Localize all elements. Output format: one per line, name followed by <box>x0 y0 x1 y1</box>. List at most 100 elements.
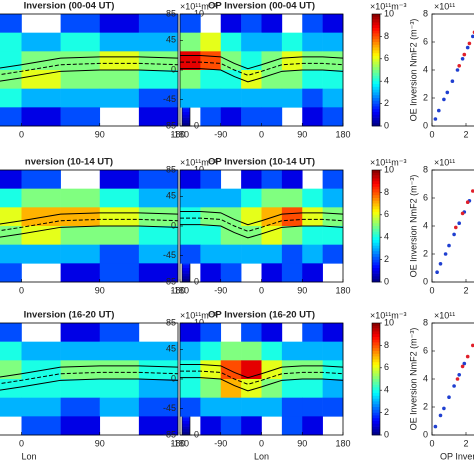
colorbar-step <box>372 423 380 427</box>
y-tick-label: -85 <box>163 429 176 439</box>
x-tick-label: 180 <box>170 129 185 139</box>
x-tick-label: 0 <box>429 438 434 448</box>
colorbar-tick-label: 10 <box>384 8 394 18</box>
heat-cell <box>200 51 222 71</box>
colorbar-step <box>372 223 380 227</box>
heat-cell <box>261 107 283 127</box>
colorbar-step <box>372 248 380 252</box>
heat-cell <box>60 360 101 380</box>
colorbar-step <box>372 395 380 399</box>
heat-cell <box>180 70 201 89</box>
colorbar-tick-label: 8 <box>384 187 389 197</box>
y-axis-label: OE Inversion NmF2 (m⁻³) <box>408 328 418 431</box>
colorbar-step <box>372 186 380 190</box>
colorbar-step <box>372 16 380 20</box>
colorbar-step <box>372 367 380 371</box>
heat-cell <box>302 88 323 108</box>
y-tick-label: -45 <box>163 250 176 260</box>
boundary-line <box>0 365 179 378</box>
y-tick-label: 85 <box>166 8 176 18</box>
colorbar-step <box>182 418 190 422</box>
colorbar-step <box>372 393 380 397</box>
colorbar-step <box>372 98 380 102</box>
colorbar-tick-label: 10 <box>194 164 204 174</box>
heat-cell <box>220 360 242 380</box>
boundary-line <box>0 225 179 238</box>
heat-cell <box>322 51 344 71</box>
heat-cell <box>302 14 323 33</box>
heat-cell <box>241 397 262 417</box>
heat-cell <box>0 244 22 264</box>
colorbar-step <box>372 170 380 174</box>
colorbar-step <box>182 262 190 266</box>
colorbar-step <box>182 112 190 116</box>
colorbar-step <box>372 268 380 272</box>
panel-title: Inversion (00-04 UT) <box>24 1 115 12</box>
heat-cell <box>180 88 201 108</box>
heat-cell <box>180 32 201 52</box>
heat-cell <box>220 341 242 361</box>
colorbar-step <box>372 209 380 213</box>
x-tick-label: -180 <box>171 129 189 139</box>
panel-title: Inversion (16-20 UT) <box>24 310 115 321</box>
heat-cell <box>322 379 344 398</box>
scatter-point <box>460 211 465 216</box>
heat-cell <box>241 51 262 71</box>
boundary-line <box>180 377 344 392</box>
heat-cell <box>180 341 201 361</box>
heat-cell <box>281 397 303 417</box>
heat-cell <box>220 416 242 436</box>
colorbar-step <box>372 28 380 32</box>
y-tick-label: 0 <box>171 373 176 383</box>
x-tick-label: 0 <box>19 129 24 139</box>
y-tick-label: -85 <box>163 120 176 130</box>
y-tick-label: 6 <box>423 36 428 46</box>
scatter-point <box>442 97 446 102</box>
colorbar-step <box>182 120 190 124</box>
heat-cell <box>21 51 61 71</box>
heat-cell <box>261 379 283 398</box>
x-tick-label: 2 <box>463 438 468 448</box>
colorbar-step <box>372 228 380 232</box>
y-tick-label: 45 <box>166 35 176 45</box>
colorbar-step <box>372 47 380 51</box>
x-tick-label: 90 <box>95 285 105 295</box>
boundary-line <box>180 370 344 385</box>
colorbar-step <box>372 61 380 65</box>
heat-cell <box>60 107 101 127</box>
heat-cell <box>220 107 242 127</box>
heat-cell <box>60 226 101 245</box>
heat-cell <box>99 188 140 208</box>
heat-cell <box>302 360 323 380</box>
heat-cell <box>200 170 222 189</box>
colorbar-frame <box>371 13 381 127</box>
colorbar-step <box>372 178 380 182</box>
boundary-line <box>180 55 344 70</box>
heat-cell <box>60 263 101 283</box>
x-tick-label: 2 <box>463 285 468 295</box>
x-tick-label: 90 <box>297 285 307 295</box>
heat-cell <box>21 397 61 417</box>
heat-cell <box>99 379 140 398</box>
x-tick-label: -90 <box>214 438 227 448</box>
scatter-point <box>454 225 458 230</box>
heat-cell <box>0 323 22 342</box>
x-tick-label: 2 <box>463 129 468 139</box>
heat-cell <box>281 341 303 361</box>
colorbar-step <box>372 192 380 196</box>
colorbar-step <box>372 214 380 218</box>
x-tick-label: 90 <box>95 129 105 139</box>
heat-cell <box>60 51 101 71</box>
colorbar-step <box>372 75 380 79</box>
y-tick-label: 45 <box>166 344 176 354</box>
colorbar-step <box>372 242 380 246</box>
colorbar-step <box>372 53 380 57</box>
colorbar-step <box>372 226 380 230</box>
colorbar-step <box>372 379 380 383</box>
colorbar-step <box>372 359 380 363</box>
heat-cell <box>138 263 179 283</box>
colorbar-label: ×10¹¹m⁻³ <box>370 310 407 320</box>
colorbar-step <box>372 42 380 46</box>
heat-cell <box>220 70 242 89</box>
